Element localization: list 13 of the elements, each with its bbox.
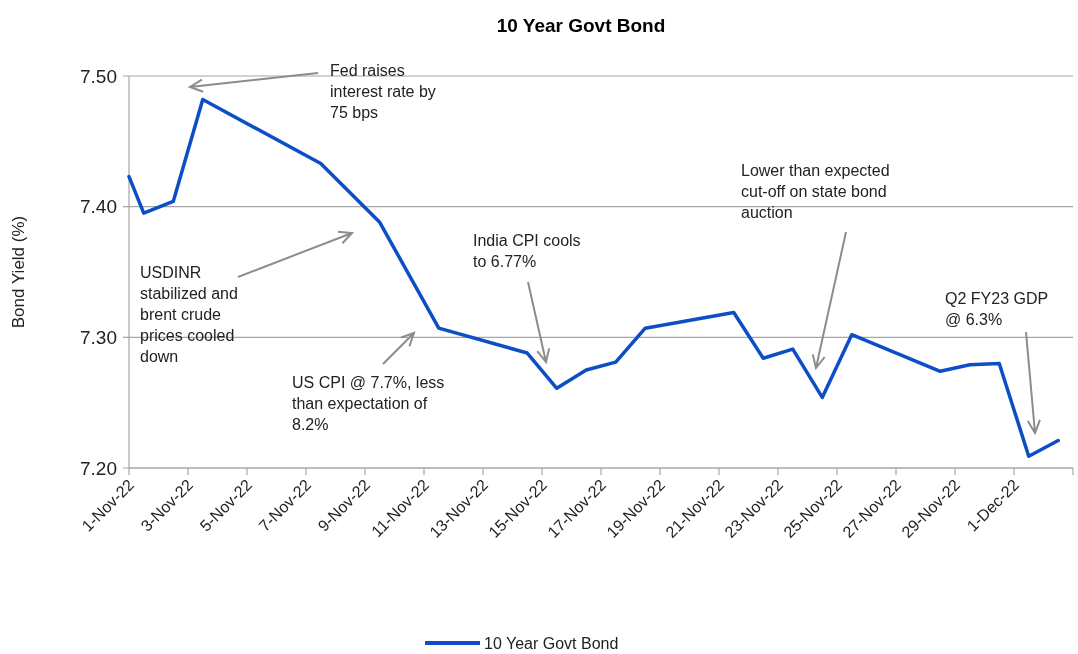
- y-axis-title: Bond Yield (%): [9, 215, 28, 329]
- annotation: USDINR stabilized and brent crude prices cooled down: [140, 264, 238, 366]
- y-tick-label: 7.40: [80, 196, 117, 218]
- annotation: Fed raises interest rate by 75 bps: [330, 62, 436, 122]
- annotation: Lower than expected cut-off on state bond auction: [741, 162, 890, 222]
- y-tick-label: 7.20: [80, 457, 117, 479]
- annotation: India CPI cools to 6.77%: [473, 232, 581, 271]
- legend-label: 10 Year Govt Bond: [484, 634, 619, 652]
- y-tick-label: 7.30: [80, 326, 117, 348]
- chart-title: 10 Year Govt Bond: [496, 15, 666, 36]
- y-tick-label: 7.50: [80, 65, 117, 87]
- annotation: US CPI @ 7.7%, less than expectation of 8.2%: [292, 374, 445, 434]
- annotation: Q2 FY23 GDP @ 6.3%: [945, 290, 1049, 329]
